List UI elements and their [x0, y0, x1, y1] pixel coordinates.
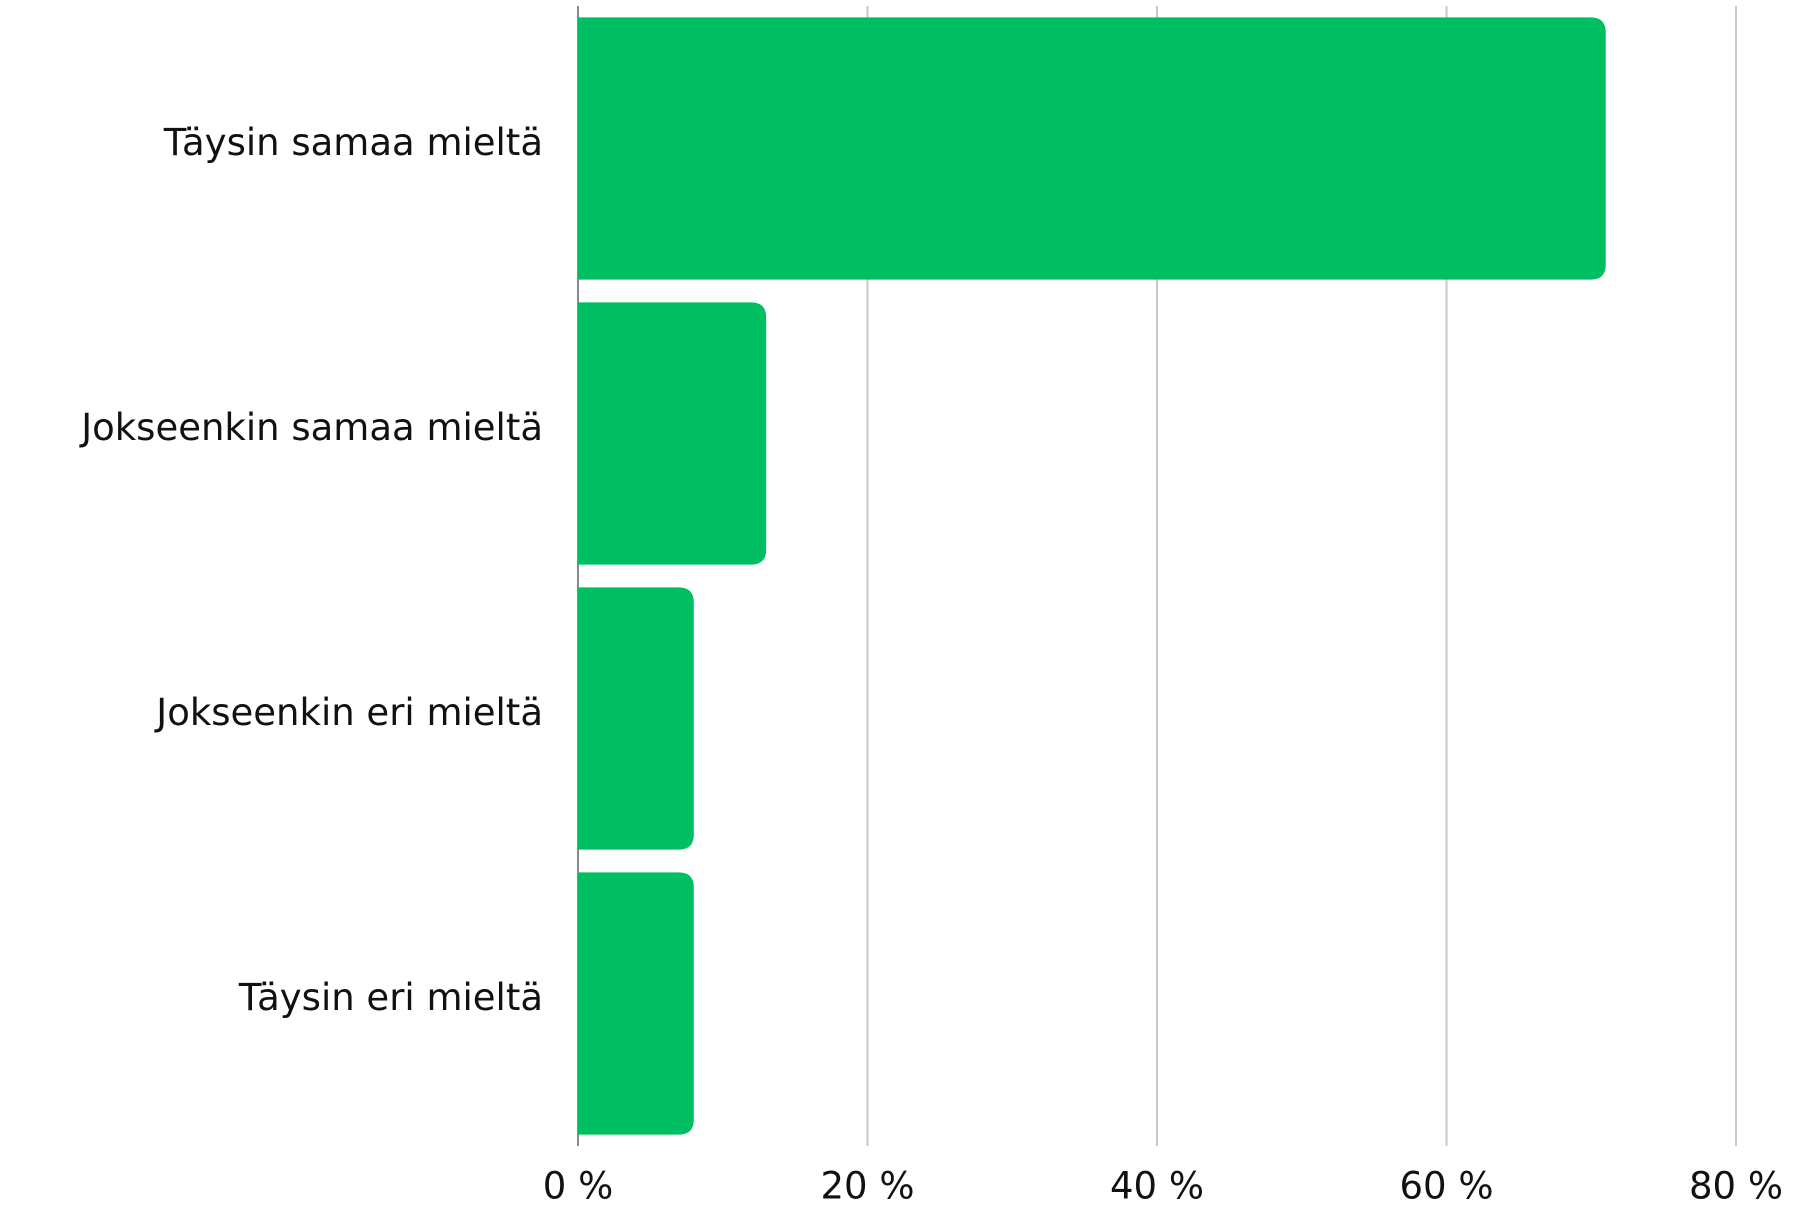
x-tick-label: 0 % [543, 1165, 613, 1208]
x-tick-label: 60 % [1400, 1165, 1494, 1208]
y-tick-label: Jokseenkin samaa mieltä [79, 406, 543, 449]
y-tick-label: Täysin samaa mieltä [163, 121, 543, 164]
x-tick-label: 80 % [1689, 1165, 1783, 1208]
y-tick-label: Jokseenkin eri mieltä [154, 691, 543, 734]
bar [578, 302, 767, 565]
y-tick-label: Täysin eri mieltä [238, 976, 543, 1019]
bar [578, 587, 694, 850]
x-tick-label: 20 % [821, 1165, 915, 1208]
bar [578, 17, 1606, 280]
x-tick-label: 40 % [1110, 1165, 1204, 1208]
bar [578, 872, 694, 1135]
